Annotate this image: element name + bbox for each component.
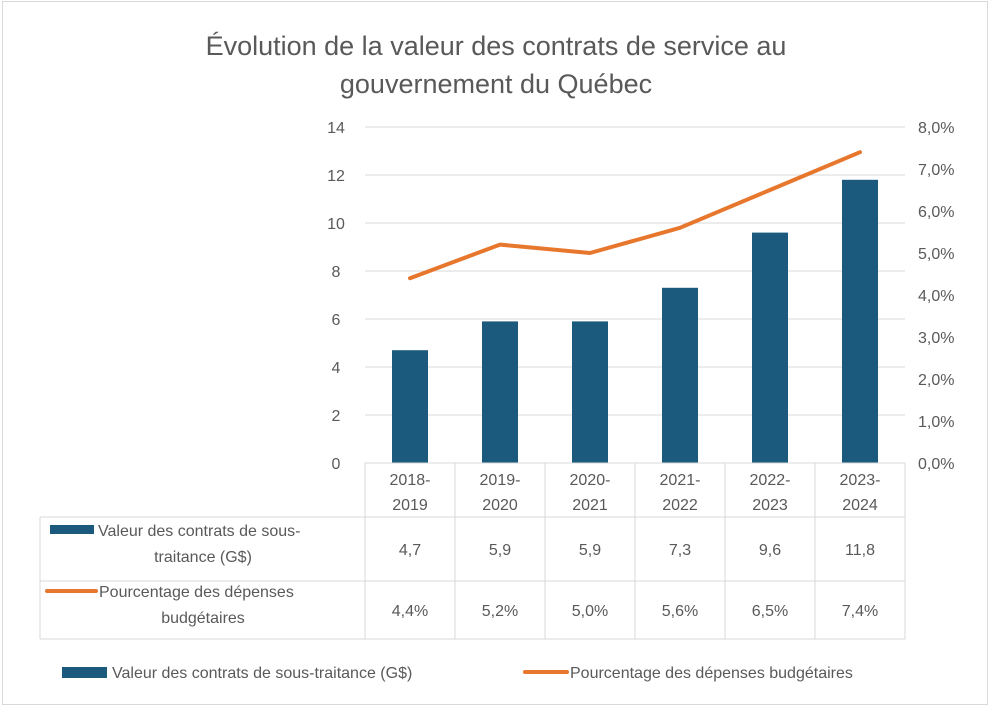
bar xyxy=(662,287,698,463)
legend: Valeur des contrats de sous-traitance (G… xyxy=(62,665,853,682)
y-left-tick-label: 10 xyxy=(327,216,345,233)
series-name: traitance (G$) xyxy=(154,549,252,566)
gridlines xyxy=(365,126,905,416)
y-right-tick-label: 5,0% xyxy=(918,246,954,263)
y-right-tick-label: 3,0% xyxy=(918,330,954,347)
table-cell-value: 5,0% xyxy=(572,603,608,620)
bar-series xyxy=(392,179,878,464)
chart-title: Évolution de la valeur des contrats de s… xyxy=(0,27,992,103)
bar xyxy=(392,350,428,463)
table-cell-value: 5,6% xyxy=(662,603,698,620)
y-right-tick-label: 6,0% xyxy=(918,204,954,221)
category-label: 2021- xyxy=(660,472,701,489)
y-right-tick-label: 0,0% xyxy=(918,456,954,473)
legend-label: Pourcentage des dépenses budgétaires xyxy=(570,665,853,682)
table-cell-value: 9,6 xyxy=(759,542,781,559)
table-cell-value: 4,7 xyxy=(399,542,421,559)
y-axis-left: 0 2 4 6 8 10 12 14 xyxy=(327,120,345,473)
chart-title-line-2: gouvernement du Québec xyxy=(339,69,653,99)
y-left-tick-label: 14 xyxy=(327,120,345,137)
category-label: 2020 xyxy=(482,497,518,514)
table-cell-value: 5,2% xyxy=(482,603,518,620)
table-legend-key-bar xyxy=(50,525,94,534)
y-left-tick-label: 12 xyxy=(327,168,345,185)
category-label: 2021 xyxy=(572,497,608,514)
y-axis-right: 0,0% 1,0% 2,0% 3,0% 4,0% 5,0% 6,0% 7,0% 8,0% xyxy=(918,120,954,473)
table-cell-value: 6,5% xyxy=(752,603,788,620)
chart-title-line-1: Évolution de la valeur des contrats de s… xyxy=(205,31,787,61)
y-right-tick-label: 8,0% xyxy=(918,120,954,137)
y-right-tick-label: 4,0% xyxy=(918,288,954,305)
bar xyxy=(752,232,788,463)
y-left-tick-label: 4 xyxy=(332,360,341,377)
y-right-tick-label: 2,0% xyxy=(918,372,954,389)
y-left-tick-label: 6 xyxy=(332,312,341,329)
legend-key-bar xyxy=(62,667,107,678)
category-label: 2018- xyxy=(390,472,431,489)
series-name: Valeur des contrats de sous- xyxy=(98,523,300,540)
y-left-tick-label: 2 xyxy=(332,408,341,425)
data-table: 2018- 2019 2019- 2020 2020- 2021 2021- 2022 2022… xyxy=(39,462,906,640)
table-cell-value: 5,9 xyxy=(489,542,511,559)
series-name: budgétaires xyxy=(161,610,245,627)
category-label: 2019- xyxy=(480,472,521,489)
table-cell-value: 5,9 xyxy=(579,542,601,559)
table-cell-value: 4,4% xyxy=(392,603,428,620)
y-right-tick-label: 7,0% xyxy=(918,162,954,179)
line-series xyxy=(408,150,862,281)
table-cell-value: 7,3 xyxy=(669,542,691,559)
line-path xyxy=(408,150,862,281)
bar xyxy=(842,179,878,464)
category-label: 2023 xyxy=(752,497,788,514)
category-label: 2022 xyxy=(662,497,698,514)
category-label: 2019 xyxy=(392,497,428,514)
category-label: 2022- xyxy=(750,472,791,489)
table-cell-value: 7,4% xyxy=(842,603,878,620)
y-left-tick-label: 0 xyxy=(332,456,341,473)
bar xyxy=(482,321,518,463)
category-label: 2023- xyxy=(840,472,881,489)
category-label: 2020- xyxy=(570,472,611,489)
series-name: Pourcentage des dépenses xyxy=(99,584,294,601)
bar xyxy=(572,321,608,463)
category-label: 2024 xyxy=(842,497,878,514)
legend-label: Valeur des contrats de sous-traitance (G… xyxy=(112,665,412,682)
y-left-tick-label: 8 xyxy=(332,264,341,281)
y-right-tick-label: 1,0% xyxy=(918,414,954,431)
table-cell-value: 11,8 xyxy=(845,542,875,559)
